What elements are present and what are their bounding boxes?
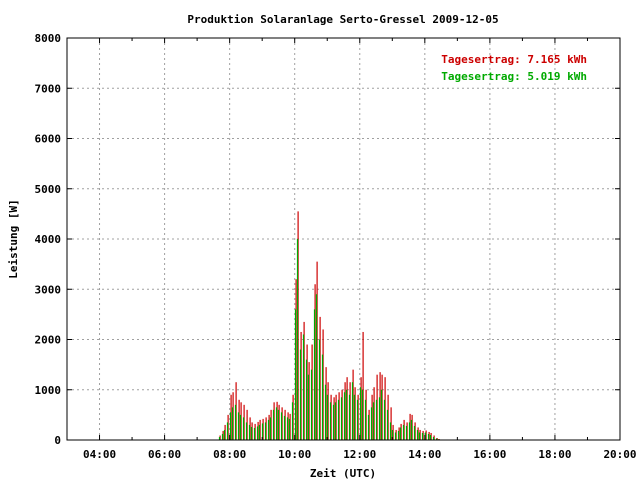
x-axis-label: Zeit (UTC) [310,467,376,480]
y-tick-label: 3000 [35,283,62,296]
y-tick-label: 0 [54,434,61,447]
x-tick-label: 16:00 [473,448,506,461]
chart-title: Produktion Solaranlage Serto-Gressel 200… [187,13,498,26]
y-tick-label: 1000 [35,384,62,397]
x-tick-label: 10:00 [278,448,311,461]
y-tick-label: 6000 [35,133,62,146]
y-tick-label: 5000 [35,183,62,196]
x-tick-label: 18:00 [538,448,571,461]
axes: 0 1000 2000 3000 4000 5000 6000 7000 8000 04:00 06… [35,32,637,461]
y-tick-label: 2000 [35,334,62,347]
x-tick-label: 14:00 [408,448,441,461]
x-tick-label: 12:00 [343,448,376,461]
x-tick-label: 06:00 [148,448,181,461]
y-tick-label: 4000 [35,233,62,246]
y-tick-label: 8000 [35,32,62,45]
y-tick-label: 7000 [35,82,62,95]
legend-entry: Tagesertrag: 5.019 kWh [441,70,587,83]
legend-entry: Tagesertrag: 7.165 kWh [441,53,587,66]
legend: Tagesertrag: 7.165 kWh Tagesertrag: 5.019… [441,53,587,83]
y-axis-label: Leistung [W] [7,199,20,278]
plot-frame [66,37,621,441]
x-tick-label: 20:00 [603,448,636,461]
bars [218,211,440,440]
grid [67,38,620,440]
x-tick-label: 08:00 [213,448,246,461]
x-tick-label: 04:00 [83,448,116,461]
